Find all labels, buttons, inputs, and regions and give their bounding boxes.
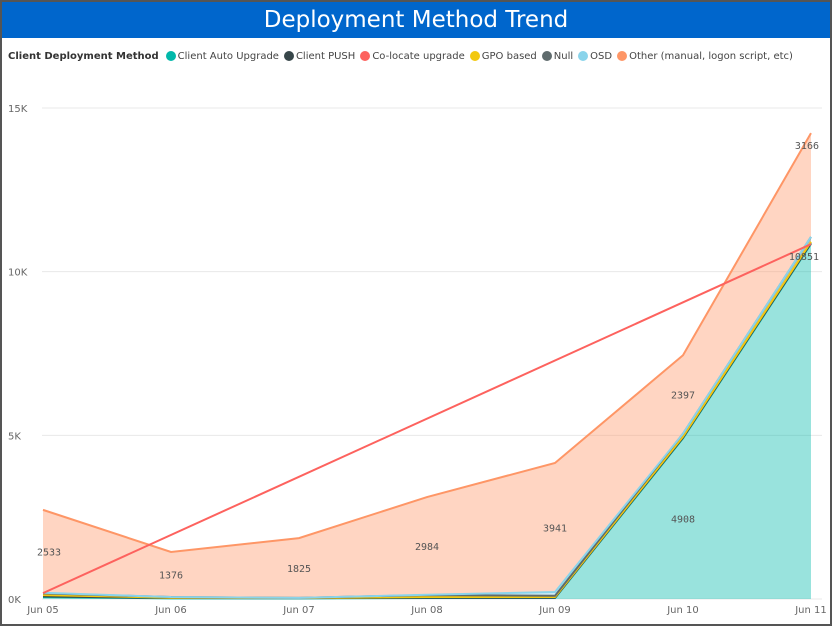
legend-item[interactable]: GPO based [469,50,537,62]
legend-item[interactable]: Co-locate upgrade [360,50,465,62]
data-label: 2533 [37,547,61,558]
legend-item[interactable]: Other (manual, logon script, etc) [617,51,793,62]
y-tick-label: 0K [8,595,21,606]
legend-item[interactable]: OSD [578,51,612,62]
data-label: 10851 [789,252,819,263]
legend-label: Co-locate upgrade [372,50,465,62]
x-tick-label: Jun 06 [154,605,187,616]
legend-label: Other (manual, logon script, etc) [629,50,793,62]
data-label: 1376 [159,571,183,582]
legend-label: GPO based [481,50,537,62]
data-label: 3941 [543,523,567,534]
legend-title: Client Deployment Method [8,50,159,62]
data-label: 1825 [287,564,311,575]
x-tick-label: Jun 08 [410,605,443,616]
legend-label: Null [553,50,574,62]
y-tick-label: 10K [8,268,28,279]
data-label: 2397 [671,390,695,401]
x-tick-label: Jun 10 [666,605,699,616]
data-label: 2984 [415,542,439,553]
x-tick-label: Jun 09 [538,605,571,616]
area-client-auto-upgrade [43,243,811,599]
legend-label: OSD [590,50,613,62]
legend-item[interactable]: Null [541,50,574,62]
data-label: 4908 [671,515,695,526]
legend-swatch [541,51,552,61]
legend: Client Deployment Method Client Auto Upg… [8,48,798,64]
legend-swatch [469,51,480,61]
co-locate-line [42,243,812,595]
legend-swatch [283,51,294,61]
legend-swatch [578,51,589,61]
legend-item[interactable]: Client PUSH [283,50,356,62]
legend-label: Client Auto Upgrade [177,50,279,62]
legend-swatch [360,51,371,61]
y-tick-label: 15K [8,104,28,115]
legend-item[interactable]: Client Auto Upgrade [165,50,279,62]
legend-swatch [617,51,628,61]
x-tick-label: Jun 11 [794,605,827,616]
data-label: 3166 [795,141,819,152]
y-tick-label: 5K [8,431,21,442]
area-other-manual-logon-script-etc- [43,133,811,598]
chart-title: Deployment Method Trend [2,2,830,38]
series-line [42,236,812,599]
legend-label: Client PUSH [295,50,356,62]
x-tick-label: Jun 05 [26,605,59,616]
legend-swatch [165,51,176,61]
x-tick-label: Jun 07 [282,605,315,616]
series-line [42,132,812,554]
